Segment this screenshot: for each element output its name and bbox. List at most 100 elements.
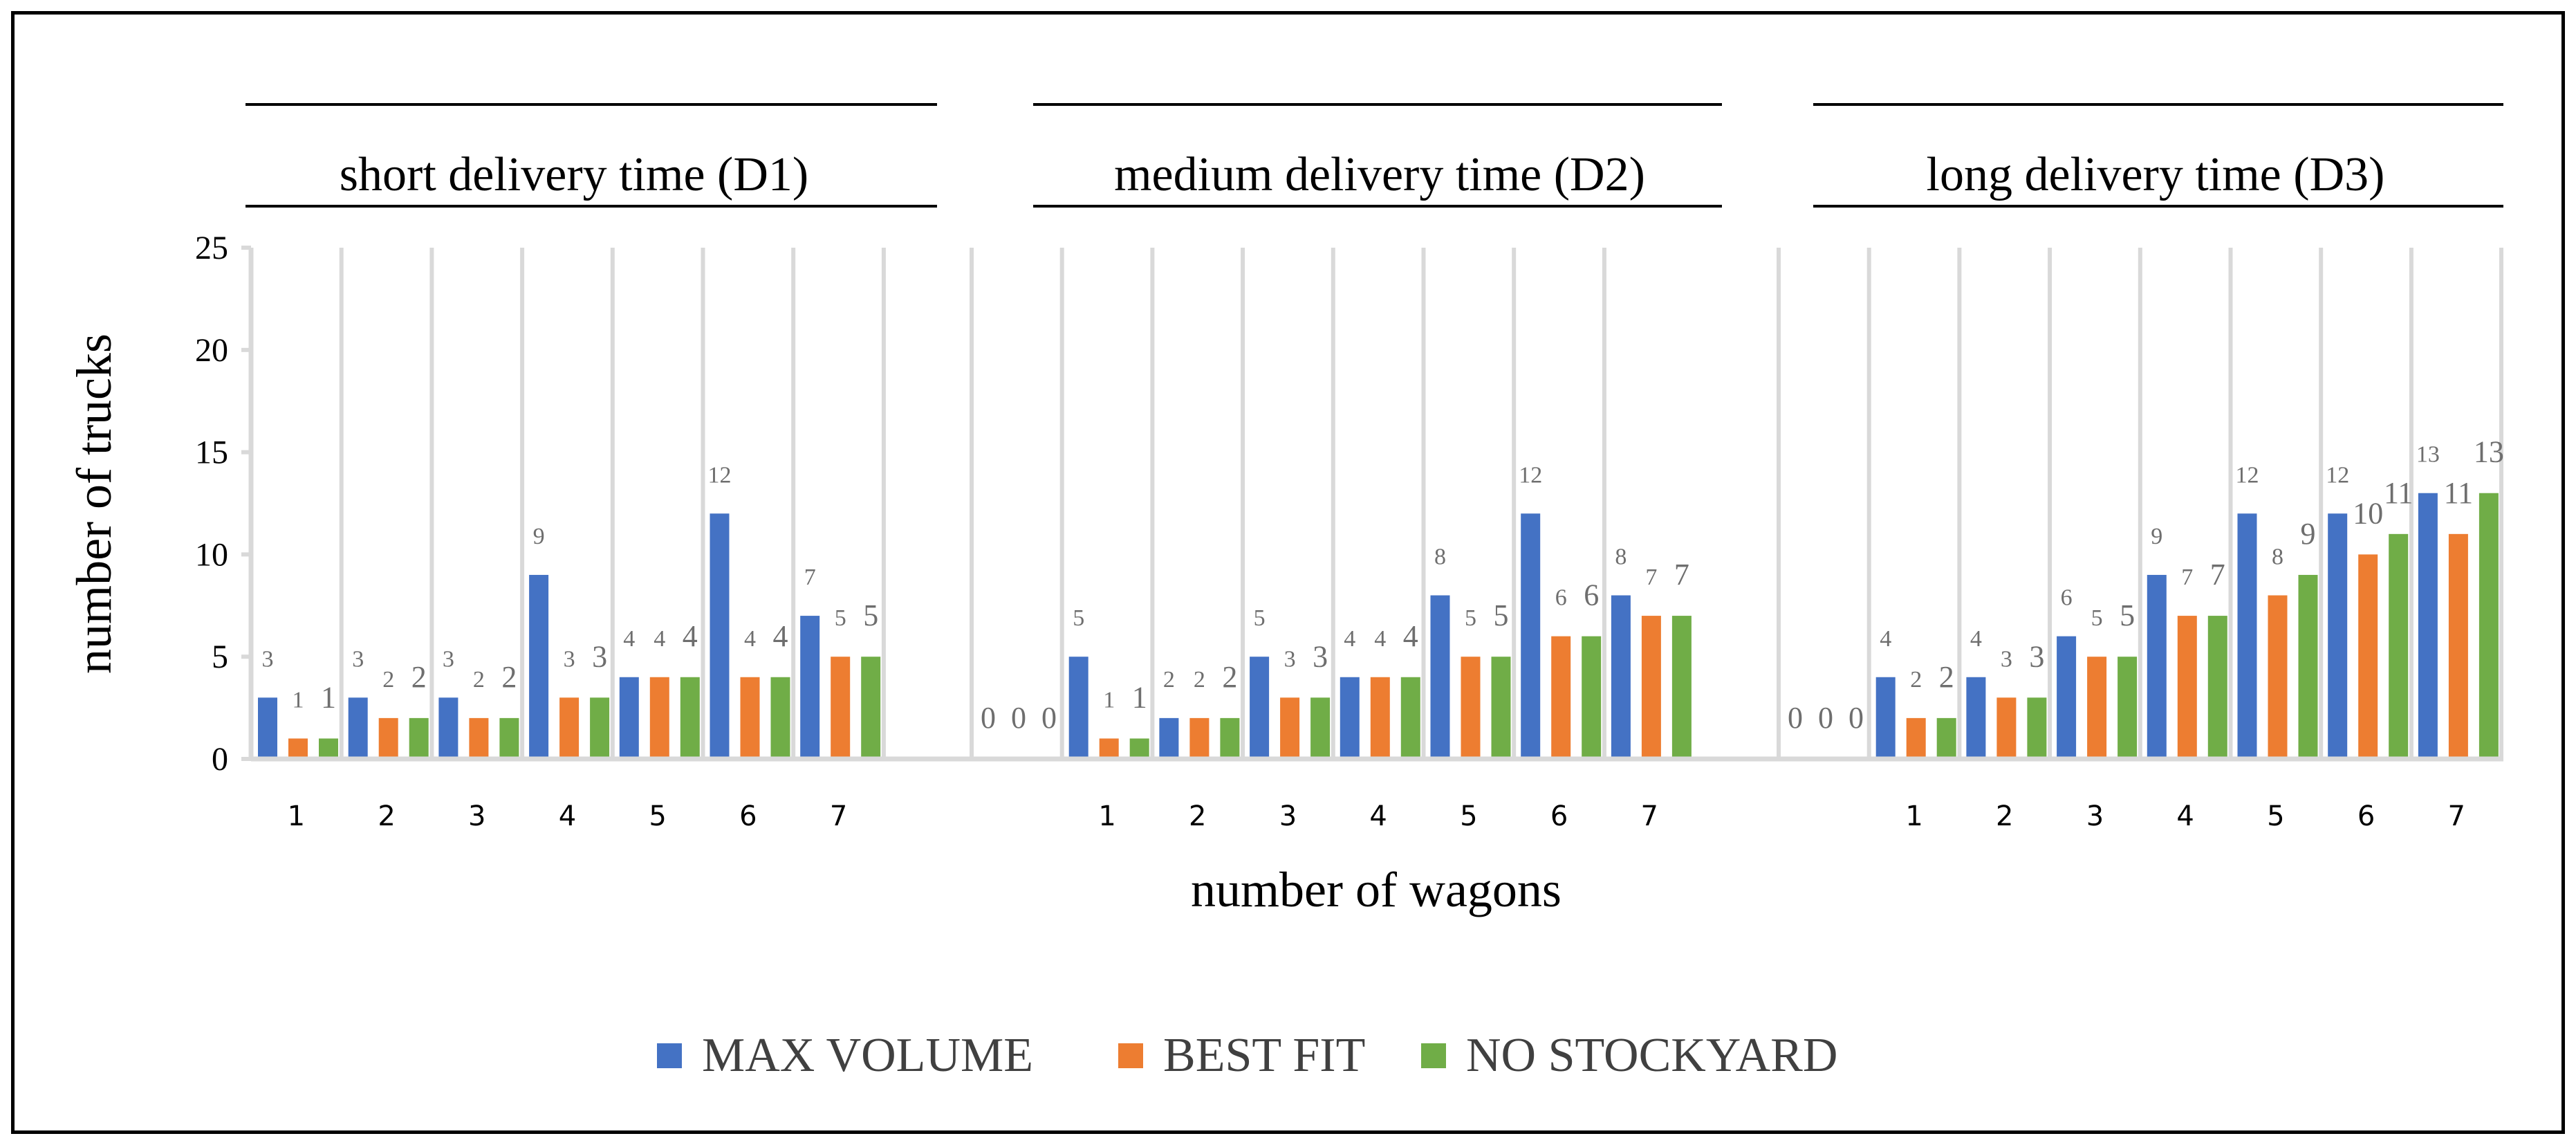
legend: MAX VOLUME BEST FIT NO STOCKYARD xyxy=(657,1029,1837,1082)
data-label: 2 xyxy=(411,660,427,694)
bar-best-fit xyxy=(378,717,398,759)
data-label: 2 xyxy=(1163,667,1175,693)
data-label: 0 xyxy=(1788,701,1803,735)
x-tick-label: 1 xyxy=(1905,800,1922,832)
bar-best-fit xyxy=(1099,738,1119,759)
data-label: 5 xyxy=(1494,598,1509,632)
y-tick-label: 0 xyxy=(212,741,228,778)
bar-best-fit xyxy=(1189,717,1210,759)
legend-swatch-best-fit xyxy=(1118,1043,1143,1068)
bar-max-volume xyxy=(2237,513,2257,759)
data-label: 12 xyxy=(2236,462,2259,488)
data-label: 7 xyxy=(804,565,816,590)
bar-best-fit xyxy=(1996,697,2017,759)
bar-no-stockyard xyxy=(770,677,790,759)
data-label: 2 xyxy=(501,660,517,694)
data-label: 4 xyxy=(1970,626,1982,652)
data-label: 2 xyxy=(1222,660,1237,694)
x-tick-label: 2 xyxy=(1189,800,1206,832)
x-tick-label: 7 xyxy=(2448,800,2465,832)
bar-max-volume xyxy=(438,697,458,759)
data-label: 4 xyxy=(623,626,635,652)
bar-best-fit xyxy=(1461,657,1481,759)
x-tick-label: 2 xyxy=(1996,800,2013,832)
x-tick-label: 4 xyxy=(559,800,576,832)
legend-swatch-max-volume xyxy=(657,1043,682,1068)
bar-no-stockyard xyxy=(680,677,700,759)
data-label: 3 xyxy=(564,646,575,672)
data-label: 13 xyxy=(2416,442,2440,468)
y-axis-title: number of trucks xyxy=(66,333,122,674)
bar-no-stockyard xyxy=(2027,697,2047,759)
y-tick-label: 10 xyxy=(195,536,228,573)
x-tick-label: 6 xyxy=(2357,800,2375,832)
x-tick-label: 6 xyxy=(1550,800,1568,832)
data-label: 0 xyxy=(1011,701,1026,735)
data-label: 4 xyxy=(654,626,665,652)
data-label: 0 xyxy=(981,701,996,735)
data-label: 12 xyxy=(708,462,732,488)
bar-no-stockyard xyxy=(2478,493,2499,759)
bar-best-fit xyxy=(649,677,669,759)
x-tick-label: 1 xyxy=(1098,800,1115,832)
data-label: 8 xyxy=(1434,544,1446,570)
data-label: 11 xyxy=(2444,476,2473,510)
data-label: 2 xyxy=(473,667,485,693)
bar-no-stockyard xyxy=(1310,697,1331,759)
x-axis-title: number of wagons xyxy=(1191,862,1562,917)
data-label: 7 xyxy=(2181,565,2193,590)
data-label: 4 xyxy=(1374,626,1386,652)
data-label: 6 xyxy=(1584,578,1599,612)
bar-no-stockyard xyxy=(2118,657,2138,759)
legend-label: NO STOCKYARD xyxy=(1466,1029,1837,1082)
x-tick-label: 7 xyxy=(830,800,847,832)
bar-max-volume xyxy=(529,574,549,759)
bars xyxy=(258,493,2499,759)
bar-max-volume xyxy=(2057,636,2077,759)
bar-no-stockyard xyxy=(319,738,338,759)
x-tick-label: 6 xyxy=(739,800,757,832)
bar-max-volume xyxy=(1521,513,1541,759)
bar-max-volume xyxy=(1340,677,1360,759)
data-label: 0 xyxy=(1041,701,1057,735)
data-label: 0 xyxy=(1818,701,1833,735)
data-label: 9 xyxy=(2151,524,2162,549)
bar-max-volume xyxy=(800,616,820,759)
data-label: 10 xyxy=(2353,496,2383,530)
data-label: 5 xyxy=(1254,605,1266,631)
bar-no-stockyard xyxy=(2298,574,2318,759)
data-label: 6 xyxy=(2061,585,2073,611)
legend-label: MAX VOLUME xyxy=(702,1029,1033,1082)
x-tick-label: 5 xyxy=(1460,800,1477,832)
data-label: 7 xyxy=(1645,565,1657,590)
data-label: 13 xyxy=(2474,435,2504,469)
data-label: 1 xyxy=(1103,687,1115,713)
bar-max-volume xyxy=(1068,657,1088,759)
data-label: 4 xyxy=(773,619,788,653)
bar-no-stockyard xyxy=(1129,738,1149,759)
bar-best-fit xyxy=(559,697,580,759)
data-label: 5 xyxy=(2120,598,2135,632)
x-tick-label: 3 xyxy=(2086,800,2104,832)
data-label: 12 xyxy=(2326,462,2349,488)
data-label: 5 xyxy=(835,605,846,631)
panel-title: medium delivery time (D2) xyxy=(1114,148,1645,201)
data-label: 7 xyxy=(2210,558,2225,592)
data-label: 0 xyxy=(1848,701,1864,735)
bar-max-volume xyxy=(1159,717,1179,759)
bar-chart: short delivery time (D1) medium delivery … xyxy=(66,103,2504,1082)
bar-best-fit xyxy=(740,677,760,759)
bar-best-fit xyxy=(2268,595,2288,759)
data-label: 1 xyxy=(1132,680,1147,714)
data-label: 12 xyxy=(1519,462,1542,488)
bar-max-volume xyxy=(710,513,730,759)
x-tick-label: 7 xyxy=(1641,800,1658,832)
y-tick-label: 25 xyxy=(195,230,228,266)
legend-label: BEST FIT xyxy=(1163,1029,1365,1082)
bar-max-volume xyxy=(2147,574,2167,759)
bar-max-volume xyxy=(1611,595,1631,759)
bar-best-fit xyxy=(1906,717,1926,759)
bar-max-volume xyxy=(1250,657,1270,759)
